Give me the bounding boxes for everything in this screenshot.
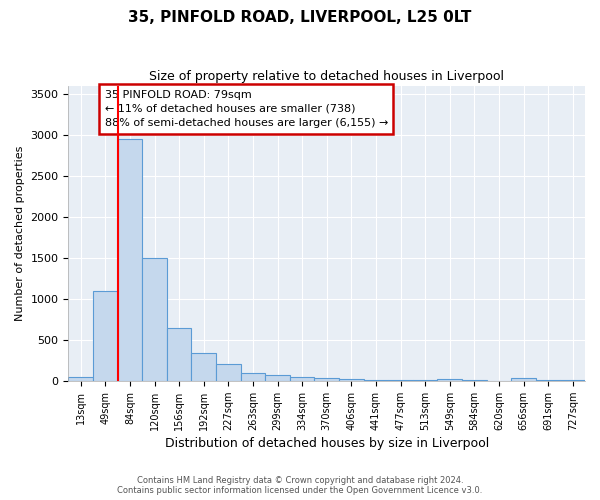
Bar xyxy=(265,375,290,381)
Text: Contains HM Land Registry data © Crown copyright and database right 2024.
Contai: Contains HM Land Registry data © Crown c… xyxy=(118,476,482,495)
Bar xyxy=(388,380,413,381)
Bar xyxy=(437,379,462,381)
Bar xyxy=(167,328,191,381)
Y-axis label: Number of detached properties: Number of detached properties xyxy=(15,146,25,321)
Text: 35, PINFOLD ROAD, LIVERPOOL, L25 0LT: 35, PINFOLD ROAD, LIVERPOOL, L25 0LT xyxy=(128,10,472,25)
Bar xyxy=(118,139,142,381)
Bar xyxy=(241,372,265,381)
Bar xyxy=(290,376,314,381)
Bar xyxy=(93,290,118,381)
Text: 35 PINFOLD ROAD: 79sqm
← 11% of detached houses are smaller (738)
88% of semi-de: 35 PINFOLD ROAD: 79sqm ← 11% of detached… xyxy=(104,90,388,128)
Bar xyxy=(314,378,339,381)
Bar xyxy=(191,353,216,381)
Title: Size of property relative to detached houses in Liverpool: Size of property relative to detached ho… xyxy=(149,70,504,83)
Bar xyxy=(511,378,536,381)
X-axis label: Distribution of detached houses by size in Liverpool: Distribution of detached houses by size … xyxy=(164,437,489,450)
Bar xyxy=(339,379,364,381)
Bar xyxy=(142,258,167,381)
Bar xyxy=(364,380,388,381)
Bar xyxy=(413,380,437,381)
Bar xyxy=(216,364,241,381)
Bar xyxy=(68,376,93,381)
